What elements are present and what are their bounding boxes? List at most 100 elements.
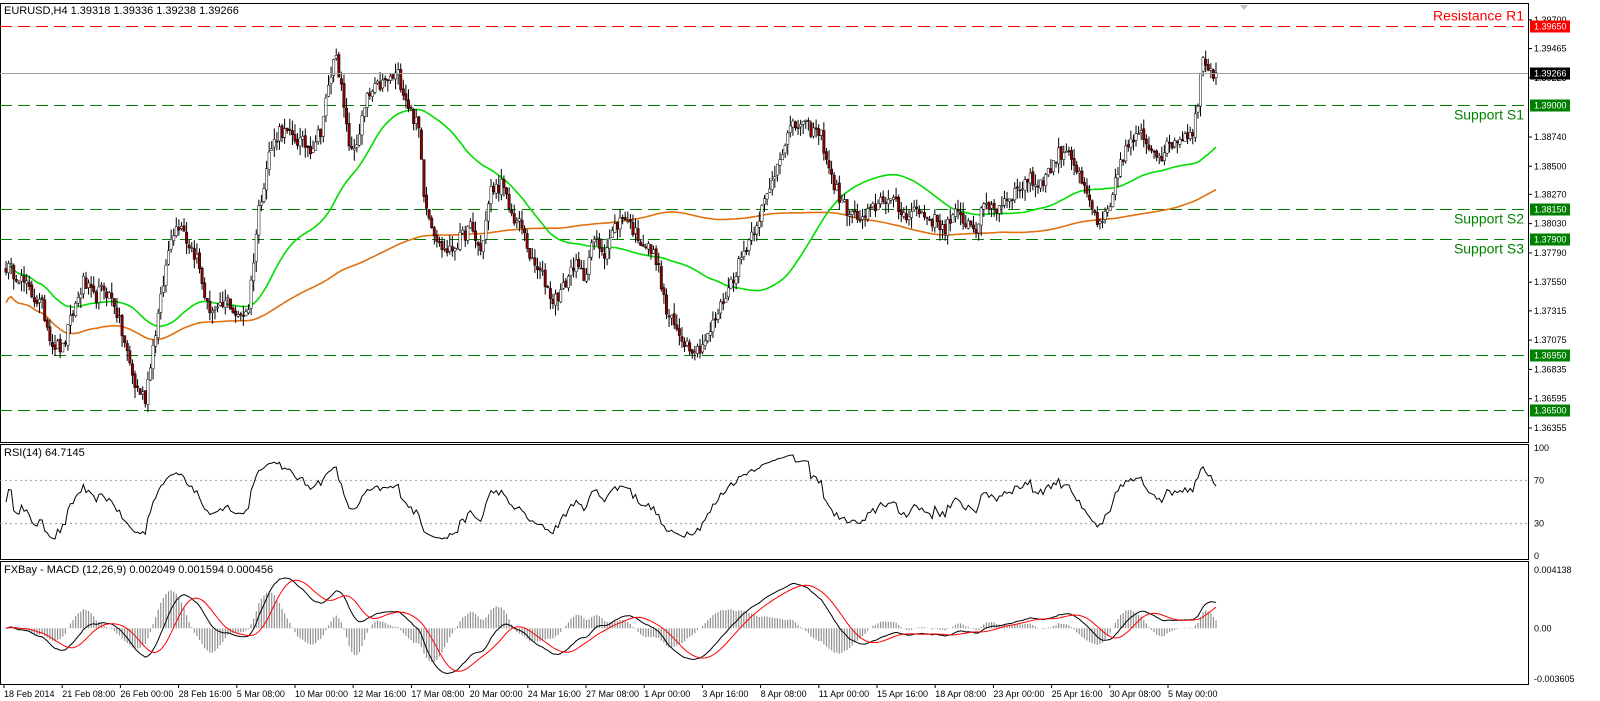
candle-body [569, 266, 573, 276]
candle-body [487, 203, 490, 222]
candle-body [652, 249, 656, 254]
candle-body [775, 163, 779, 176]
candle-body [247, 309, 250, 314]
candle-body [824, 151, 828, 160]
candle-body [659, 266, 663, 290]
candle-body [1116, 174, 1120, 179]
price-axis-label: 1.36595 [1534, 394, 1567, 404]
candle-body [520, 219, 524, 228]
candle-body [329, 76, 333, 84]
candle-body [618, 217, 622, 230]
candle-body [990, 204, 993, 209]
candle-body [1139, 130, 1143, 133]
candle-body [814, 127, 818, 130]
level-name-label: Support S1 [1454, 107, 1524, 123]
candle-body [231, 307, 235, 313]
candle-body [1129, 138, 1133, 148]
candle-body [1206, 64, 1210, 71]
candle-body [118, 315, 121, 318]
candle-body [499, 179, 503, 196]
candle-body [1119, 159, 1122, 177]
candle-body [845, 199, 849, 216]
candle-body [94, 291, 98, 303]
candle-body [752, 233, 756, 236]
candle-body [982, 203, 986, 210]
candle-body [223, 300, 227, 308]
candle-body [205, 297, 209, 302]
candle-body [672, 313, 676, 326]
candle-body [667, 315, 671, 318]
candle-body [969, 220, 973, 226]
candle-body [1046, 168, 1050, 176]
candle-body [770, 179, 774, 190]
candle-body [899, 210, 903, 215]
candle-body [337, 54, 341, 78]
candle-body [523, 228, 527, 234]
chart-shift-marker-icon[interactable] [1240, 5, 1248, 10]
candle-body [378, 81, 382, 90]
candle-body [835, 184, 839, 191]
candle-body [1077, 171, 1081, 174]
candle-body [871, 203, 875, 208]
candle-body [832, 175, 836, 191]
candle-body [1041, 180, 1045, 186]
candle-body [649, 244, 653, 255]
candle-body [910, 211, 914, 218]
candle-body [306, 145, 310, 148]
candle-body [179, 226, 183, 229]
candle-body [837, 182, 841, 203]
time-axis-label: 15 Apr 16:00 [877, 689, 928, 699]
candle-body [693, 351, 697, 353]
level-price-box [1530, 99, 1570, 112]
candle-body [1028, 173, 1032, 184]
support-resistance-levels [0, 26, 1528, 411]
candle-body [50, 341, 54, 347]
candle-body [1005, 198, 1009, 201]
candle-body [192, 248, 196, 260]
price-axis-label: 1.36835 [1534, 364, 1567, 374]
candle-body [125, 343, 129, 352]
candle-body [110, 292, 114, 299]
candle-body [1067, 150, 1071, 153]
candle-body [226, 297, 230, 300]
candle-body [1214, 72, 1218, 78]
candle-body [156, 313, 160, 338]
current-price-box [1530, 67, 1570, 80]
candle-body [1209, 68, 1213, 71]
candle-body [489, 186, 493, 204]
candle-body [296, 139, 299, 146]
candle-body [613, 223, 617, 233]
rsi-axis-label: 70 [1534, 475, 1544, 485]
time-axis-label: 21 Feb 08:00 [62, 689, 115, 699]
candle-body [1062, 152, 1066, 160]
ma-200-line [5, 188, 1217, 341]
candle-body [71, 313, 75, 316]
candle-body [608, 238, 612, 249]
candle-body [685, 340, 689, 346]
candle-body [198, 252, 201, 269]
candle-body [530, 257, 534, 260]
candle-body [577, 258, 581, 268]
candle-body [146, 379, 150, 405]
candle-body [437, 241, 441, 243]
candle-body [308, 145, 312, 155]
candle-body [1082, 181, 1086, 186]
candle-body [739, 257, 743, 260]
candle-body [143, 390, 147, 404]
candle-body [203, 282, 207, 298]
candle-body [1137, 133, 1141, 135]
price-panel[interactable]: EURUSD,H4 1.39318 1.39336 1.39238 1.3926… [0, 3, 1529, 443]
candle-body [747, 239, 751, 251]
rsi-panel[interactable]: RSI(14) 64.7145 [0, 444, 1529, 560]
candle-body [610, 230, 614, 238]
rsi-axis-label: 100 [1534, 443, 1549, 453]
candle-body [943, 224, 947, 235]
macd-panel[interactable]: FXBay - MACD (12,26,9) 0.002049 0.001594… [0, 561, 1529, 685]
candle-body [806, 120, 810, 122]
candle-body [440, 241, 444, 251]
candle-body [358, 133, 361, 146]
candle-body [997, 205, 1001, 214]
candle-body [38, 298, 41, 303]
candle-body [683, 341, 686, 347]
